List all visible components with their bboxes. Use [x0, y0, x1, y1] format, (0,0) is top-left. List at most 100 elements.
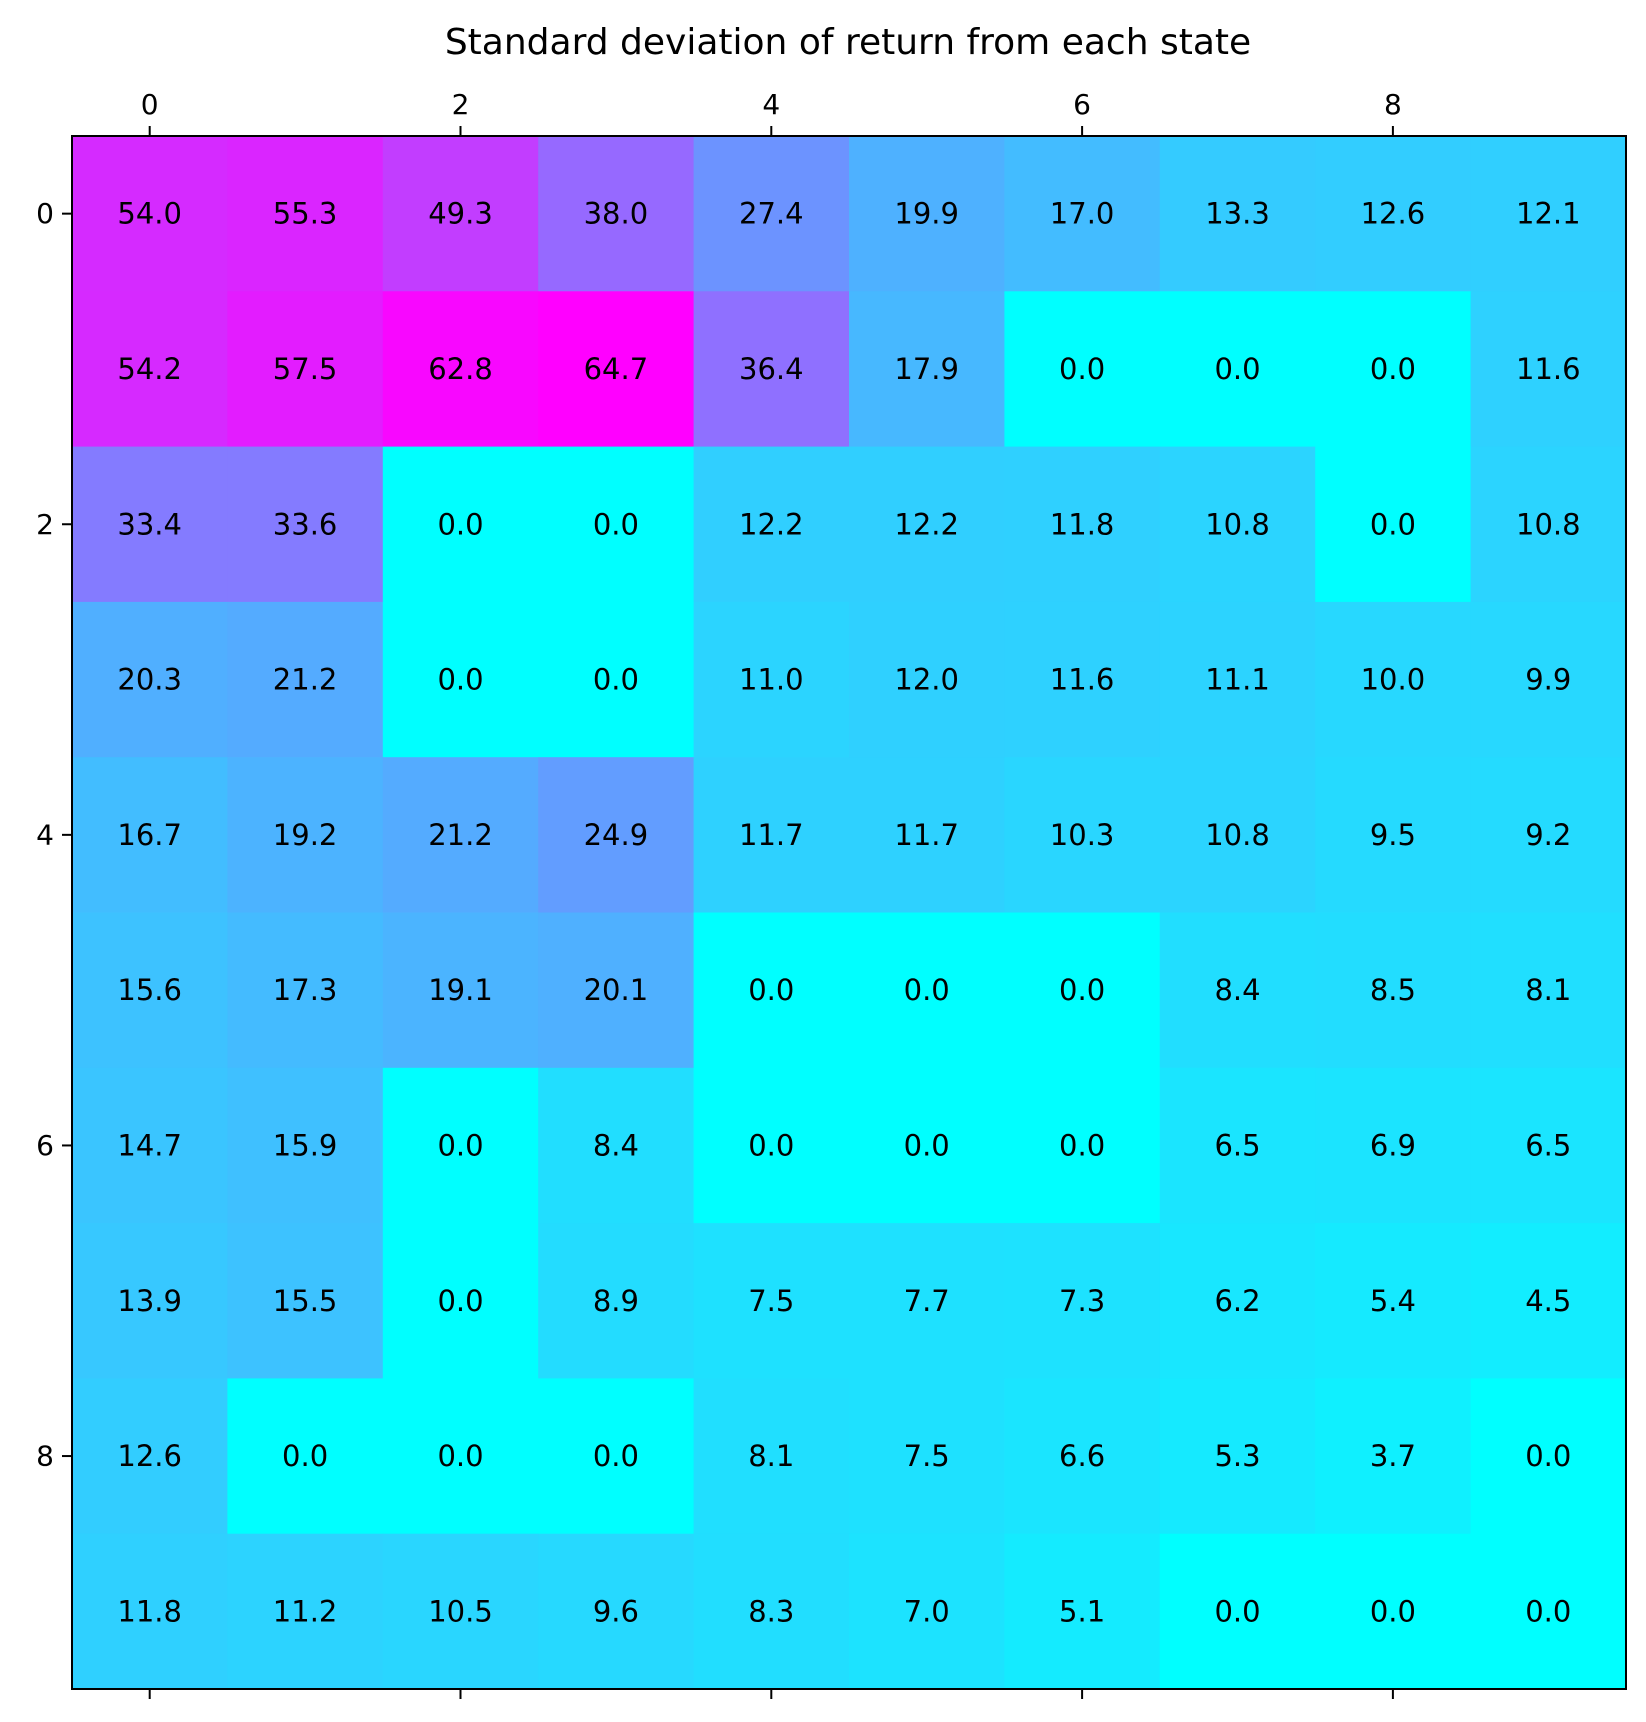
cell-value-label: 0.0 [1059, 1128, 1105, 1162]
cell-value-label: 12.2 [894, 507, 959, 541]
heatmap-cell [693, 446, 850, 603]
heatmap-cell [1159, 757, 1316, 914]
cell-value-label: 64.7 [584, 352, 649, 386]
cell-value-label: 10.8 [1516, 507, 1581, 541]
heatmap-cell [227, 1533, 384, 1690]
cell-value-label: 12.6 [1361, 197, 1426, 231]
cell-value-label: 7.5 [904, 1439, 950, 1473]
cell-value-label: 49.3 [428, 197, 493, 231]
heatmap-cell [1470, 1067, 1627, 1224]
x-tick-label: 8 [1384, 88, 1402, 121]
heatmap-cell [538, 1223, 695, 1379]
cell-value-label: 0.0 [1059, 973, 1105, 1007]
cell-value-label: 7.5 [748, 1284, 794, 1318]
heatmap-cell [1004, 1223, 1161, 1379]
cell-value-label: 11.6 [1516, 352, 1581, 386]
heatmap-cell [72, 136, 228, 292]
heatmap-cell [693, 1223, 850, 1379]
cell-value-label: 5.3 [1214, 1439, 1260, 1473]
cell-value-label: 3.7 [1370, 1439, 1416, 1473]
heatmap-cell [849, 1223, 1005, 1379]
cell-value-label: 8.5 [1370, 973, 1416, 1007]
cell-value-label: 0.0 [1059, 352, 1105, 386]
heatmap-cell [1315, 136, 1472, 292]
cell-value-label: 21.2 [273, 663, 338, 697]
heatmap-cell [227, 912, 384, 1069]
heatmap-cell [1470, 601, 1627, 758]
heatmap-cell [1315, 1533, 1472, 1690]
cell-value-label: 5.4 [1370, 1284, 1416, 1318]
heatmap-cell [227, 1067, 384, 1224]
cell-value-label: 54.2 [117, 352, 182, 386]
cell-value-label: 11.7 [894, 818, 959, 852]
cell-value-label: 0.0 [1214, 352, 1260, 386]
cell-value-label: 55.3 [273, 197, 338, 231]
heatmap-cell [849, 1378, 1005, 1535]
cell-value-label: 0.0 [1525, 1439, 1571, 1473]
cell-value-label: 10.8 [1205, 507, 1270, 541]
heatmap-cell [382, 757, 539, 914]
y-tick-label: 4 [36, 818, 54, 851]
heatmap-cell [382, 136, 539, 292]
heatmap-cell [382, 1223, 539, 1379]
cell-value-label: 9.2 [1525, 818, 1571, 852]
y-tick-label: 6 [36, 1129, 54, 1162]
heatmap-cell [1159, 1067, 1316, 1224]
cell-value-label: 7.0 [904, 1594, 950, 1628]
cell-value-label: 27.4 [739, 197, 804, 231]
cell-value-label: 0.0 [904, 973, 950, 1007]
cell-value-label: 6.5 [1525, 1128, 1571, 1162]
cell-value-label: 0.0 [437, 1284, 483, 1318]
heatmap-cell [693, 136, 850, 292]
heatmap-cell [72, 1533, 228, 1690]
heatmap-cell [227, 446, 384, 603]
heatmap-cell [1004, 1067, 1161, 1224]
heatmap-cell [1004, 291, 1161, 448]
y-tick-label: 8 [36, 1440, 54, 1473]
cell-value-label: 17.3 [273, 973, 338, 1007]
heatmap-cell [72, 912, 228, 1069]
cell-value-label: 62.8 [428, 352, 493, 386]
heatmap-cell [1315, 446, 1472, 603]
heatmap-cell [1470, 446, 1627, 603]
heatmap-cell [382, 1378, 539, 1535]
heatmap-cell [382, 1067, 539, 1224]
heatmap-cell [1159, 1223, 1316, 1379]
heatmap-cell [1004, 601, 1161, 758]
cell-value-label: 8.9 [593, 1284, 639, 1318]
cell-value-label: 11.0 [739, 663, 804, 697]
heatmap-cell [538, 1533, 695, 1690]
cell-value-label: 15.6 [117, 973, 182, 1007]
cell-value-label: 0.0 [904, 1128, 950, 1162]
heatmap-cell [1470, 757, 1627, 914]
heatmap-cell [1470, 1378, 1627, 1535]
heatmap-cell [1159, 136, 1316, 292]
cell-value-label: 7.3 [1059, 1284, 1105, 1318]
cell-value-label: 0.0 [593, 663, 639, 697]
heatmap-cell [382, 291, 539, 448]
x-tick-label: 4 [762, 88, 780, 121]
heatmap-cell [849, 601, 1005, 758]
heatmap-cell [382, 1533, 539, 1690]
heatmap-cell [1159, 912, 1316, 1069]
heatmap-cell [227, 1378, 384, 1535]
cell-value-label: 0.0 [593, 507, 639, 541]
cell-value-label: 11.7 [739, 818, 804, 852]
heatmap-cell [538, 912, 695, 1069]
heatmap-cell [538, 757, 695, 914]
heatmap-cell [72, 291, 228, 448]
cell-value-label: 36.4 [739, 352, 804, 386]
cell-value-label: 0.0 [1370, 507, 1416, 541]
heatmap-cell [72, 757, 228, 914]
cell-value-label: 8.1 [1525, 973, 1571, 1007]
cell-value-label: 17.9 [894, 352, 959, 386]
cell-value-label: 0.0 [437, 1128, 483, 1162]
heatmap-cell [1315, 601, 1472, 758]
heatmap-cell [538, 601, 695, 758]
heatmap-cell [1159, 1378, 1316, 1535]
x-tick-label: 2 [452, 88, 470, 121]
cell-value-label: 16.7 [117, 818, 182, 852]
heatmap-cell [227, 136, 384, 292]
